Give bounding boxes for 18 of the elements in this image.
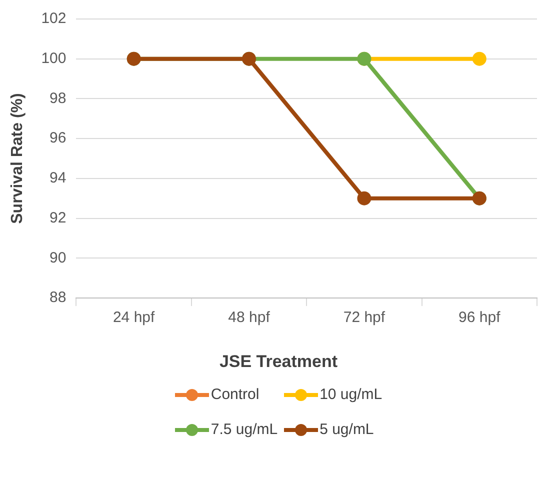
y-tick-label: 90 bbox=[50, 249, 66, 266]
legend-label: 5 ug/mL bbox=[320, 421, 374, 438]
x-tick-label: 48 hpf bbox=[228, 309, 271, 326]
y-tick-label: 92 bbox=[50, 209, 66, 226]
legend-label: 7.5 ug/mL bbox=[210, 421, 278, 438]
y-axis-title: Survival Rate (%) bbox=[9, 93, 26, 224]
y-tick-label: 96 bbox=[50, 130, 66, 147]
x-tick-label: 96 hpf bbox=[458, 309, 502, 326]
y-tick-label: 102 bbox=[41, 10, 66, 28]
x-tick-label: 72 hpf bbox=[343, 309, 386, 326]
y-tick-label: 88 bbox=[50, 289, 66, 306]
legend-label: 10 ug/mL bbox=[320, 386, 382, 403]
y-tick-label: 94 bbox=[50, 170, 66, 187]
legend-label: Control bbox=[210, 386, 260, 403]
x-tick-label: 24 hpf bbox=[112, 309, 156, 326]
y-tick-label: 98 bbox=[50, 90, 66, 107]
legend-title: JSE Treatment bbox=[218, 352, 339, 372]
y-tick-label: 100 bbox=[41, 50, 66, 67]
